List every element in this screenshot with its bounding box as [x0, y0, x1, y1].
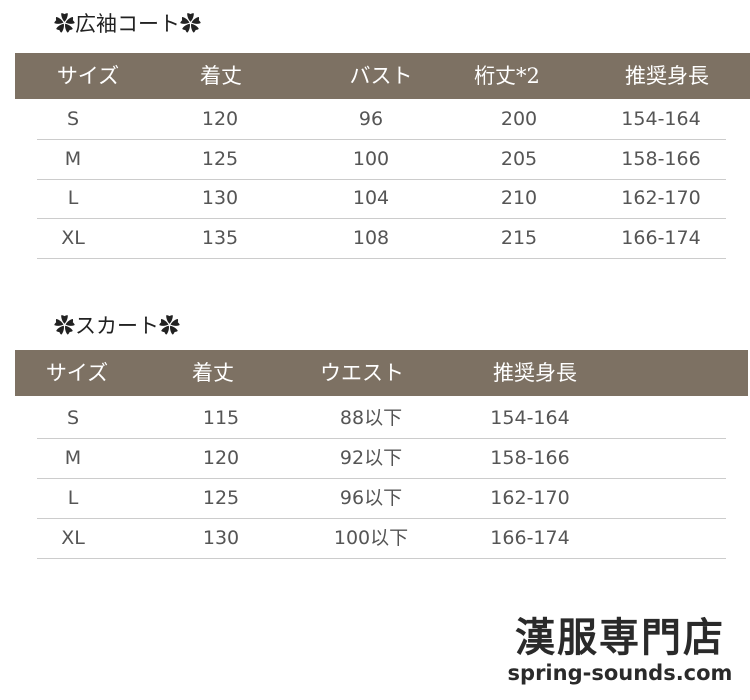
skirt-table-cell: 100以下	[333, 527, 409, 549]
coat-table-row: XL 135 108 215 166-174	[37, 219, 726, 259]
skirt-table-row: S 115 88以下 154-164	[37, 399, 726, 439]
skirt-header-cell: 推奨身長	[493, 361, 577, 385]
coat-header-cell: 桁丈*2	[474, 64, 540, 88]
coat-table-cell: S	[66, 108, 80, 130]
coat-table-header: サイズ 着丈 バスト 桁丈*2 推奨身長	[15, 53, 750, 99]
coat-table-cell: 108	[352, 226, 390, 249]
coat-table-row: L 130 104 210 162-170	[37, 179, 726, 219]
coat-header-cell: 着丈	[200, 64, 242, 88]
skirt-header-cell: 着丈	[192, 361, 234, 385]
skirt-header-cell: サイズ	[45, 361, 109, 385]
skirt-table-cell: 162-170	[490, 487, 570, 509]
skirt-table-cell: 158-166	[490, 447, 570, 469]
coat-table-cell: 154-164	[621, 108, 701, 130]
skirt-table-row: L 125 96以下 162-170	[37, 479, 726, 519]
coat-header-cell: サイズ	[56, 64, 120, 88]
skirt-table-cell: 96以下	[339, 487, 403, 509]
logo-url: spring-sounds.com	[507, 661, 733, 685]
skirt-table-cell: M	[64, 447, 82, 469]
coat-table-cell: 96	[358, 108, 384, 130]
skirt-table-row: M 120 92以下 158-166	[37, 439, 726, 479]
coat-table-cell: 130	[201, 187, 239, 209]
skirt-table-cell: 166-174	[490, 527, 570, 549]
skirt-table-cell: 130	[202, 527, 240, 549]
coat-table-cell: XL	[61, 226, 85, 249]
coat-table-cell: 162-170	[621, 187, 701, 209]
coat-table-cell: 100	[352, 147, 390, 170]
coat-table-cell: 215	[500, 226, 538, 249]
coat-header-cell: バスト	[349, 64, 413, 88]
coat-table-cell: 125	[201, 147, 239, 170]
skirt-table-cell: L	[67, 487, 79, 509]
skirt-table-cell: 120	[202, 447, 240, 469]
skirt-header-cell: ウエスト	[320, 361, 404, 385]
skirt-table-row: XL 130 100以下 166-174	[37, 519, 726, 559]
coat-table-cell: 200	[500, 108, 538, 130]
shop-logo: 漢服専門店 spring-sounds.com	[500, 615, 740, 685]
skirt-table-header: サイズ 着丈 ウエスト 推奨身長	[15, 350, 748, 396]
coat-title: ✿広袖コート✿	[54, 12, 201, 36]
skirt-table-cell: 125	[202, 487, 240, 509]
logo-name: 漢服専門店	[515, 615, 725, 661]
coat-table-cell: L	[67, 187, 79, 209]
coat-table-cell: 166-174	[621, 226, 701, 249]
coat-table-cell: 205	[500, 147, 538, 170]
skirt-table-cell: XL	[61, 527, 85, 549]
skirt-table-cell: 154-164	[490, 407, 570, 429]
coat-table-cell: M	[64, 147, 82, 170]
coat-table-cell: 210	[500, 187, 538, 209]
skirt-title: ✿スカート✿	[54, 314, 180, 338]
skirt-table-cell: 115	[202, 407, 240, 429]
coat-table-row: S 120 96 200 154-164	[37, 100, 726, 140]
coat-header-cell: 推奨身長	[625, 64, 709, 88]
skirt-table-cell: 88以下	[339, 407, 403, 429]
coat-table-cell: 104	[352, 187, 390, 209]
coat-table-cell: 120	[201, 108, 239, 130]
skirt-table-cell: S	[66, 407, 80, 429]
skirt-table-cell: 92以下	[339, 447, 403, 469]
coat-table-row: M 125 100 205 158-166	[37, 140, 726, 180]
coat-table-cell: 135	[201, 226, 239, 249]
coat-table-cell: 158-166	[621, 147, 701, 170]
